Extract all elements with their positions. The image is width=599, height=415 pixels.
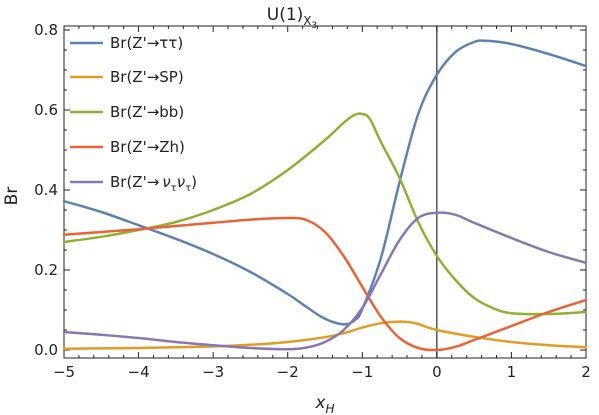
x-tick-label: 1 (507, 363, 517, 381)
series-line-bb (62, 112, 588, 316)
x-tick-label: −1 (351, 363, 373, 381)
x-tick-label: 0 (432, 363, 442, 381)
plot-frame (63, 25, 587, 359)
x-tick-label: −3 (202, 363, 224, 381)
y-tick-label: 0.6 (34, 101, 58, 119)
series-lines (62, 39, 588, 352)
series-line-nunu (62, 211, 588, 351)
x-tick-label: 2 (581, 363, 591, 381)
x-tick-label: −4 (128, 363, 150, 381)
x-axis-title-main: x (314, 393, 326, 413)
y-axis-title: Br (2, 187, 22, 206)
y-tick-label: 0.2 (34, 261, 58, 279)
series-line-tautau (62, 39, 588, 326)
series-line-sp (62, 320, 588, 351)
y-axis: 0.0 0.2 0.4 0.6 0.8 (34, 21, 586, 359)
legend-label-nunu: Br(Z'→ ντντ) (110, 173, 197, 194)
legend-label-nunu-idx2: τ (185, 183, 191, 194)
legend: Br(Z'→ττ) Br(Z'→SP) Br(Z'→bb) Br(Z'→Zh) … (70, 34, 197, 194)
series-line-zh (62, 216, 588, 352)
legend-label-nunu-main: Br(Z'→ (110, 173, 159, 191)
chart-title-sub: X (303, 14, 311, 28)
x-tick-label: −5 (53, 363, 75, 381)
legend-label-nunu-nu1: ν (162, 173, 170, 191)
x-axis-title: xH (314, 393, 334, 415)
legend-label-tautau: Br(Z'→ττ) (110, 34, 183, 52)
y-tick-label: 0.0 (34, 341, 58, 359)
legend-label-sp: Br(Z'→SP) (110, 68, 184, 86)
chart-title-main: U(1) (267, 5, 304, 25)
y-tick-label: 0.8 (34, 21, 58, 39)
x-tick-label: −2 (277, 363, 299, 381)
legend-label-nunu-close: ) (191, 173, 197, 191)
legend-label-nunu-idx1: τ (171, 183, 177, 194)
legend-label-bb: Br(Z'→bb) (110, 103, 184, 121)
x-axis: −5 −4 −3 −2 −1 0 1 2 (53, 26, 591, 381)
legend-label-zh: Br(Z'→Zh) (110, 138, 185, 156)
x-axis-title-sub: H (326, 402, 335, 415)
legend-label-nunu-nu2: ν (177, 173, 185, 191)
y-tick-label: 0.4 (34, 181, 58, 199)
chart-title: U(1)X3 (267, 5, 318, 31)
